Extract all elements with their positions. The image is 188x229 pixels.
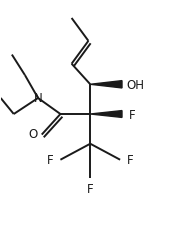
Text: N: N	[34, 92, 42, 105]
Polygon shape	[90, 111, 122, 118]
Polygon shape	[90, 81, 122, 89]
Text: OH: OH	[126, 79, 144, 91]
Text: F: F	[47, 154, 53, 166]
Text: F: F	[87, 182, 94, 195]
Text: F: F	[129, 108, 136, 121]
Text: O: O	[29, 127, 38, 140]
Text: F: F	[127, 154, 134, 166]
